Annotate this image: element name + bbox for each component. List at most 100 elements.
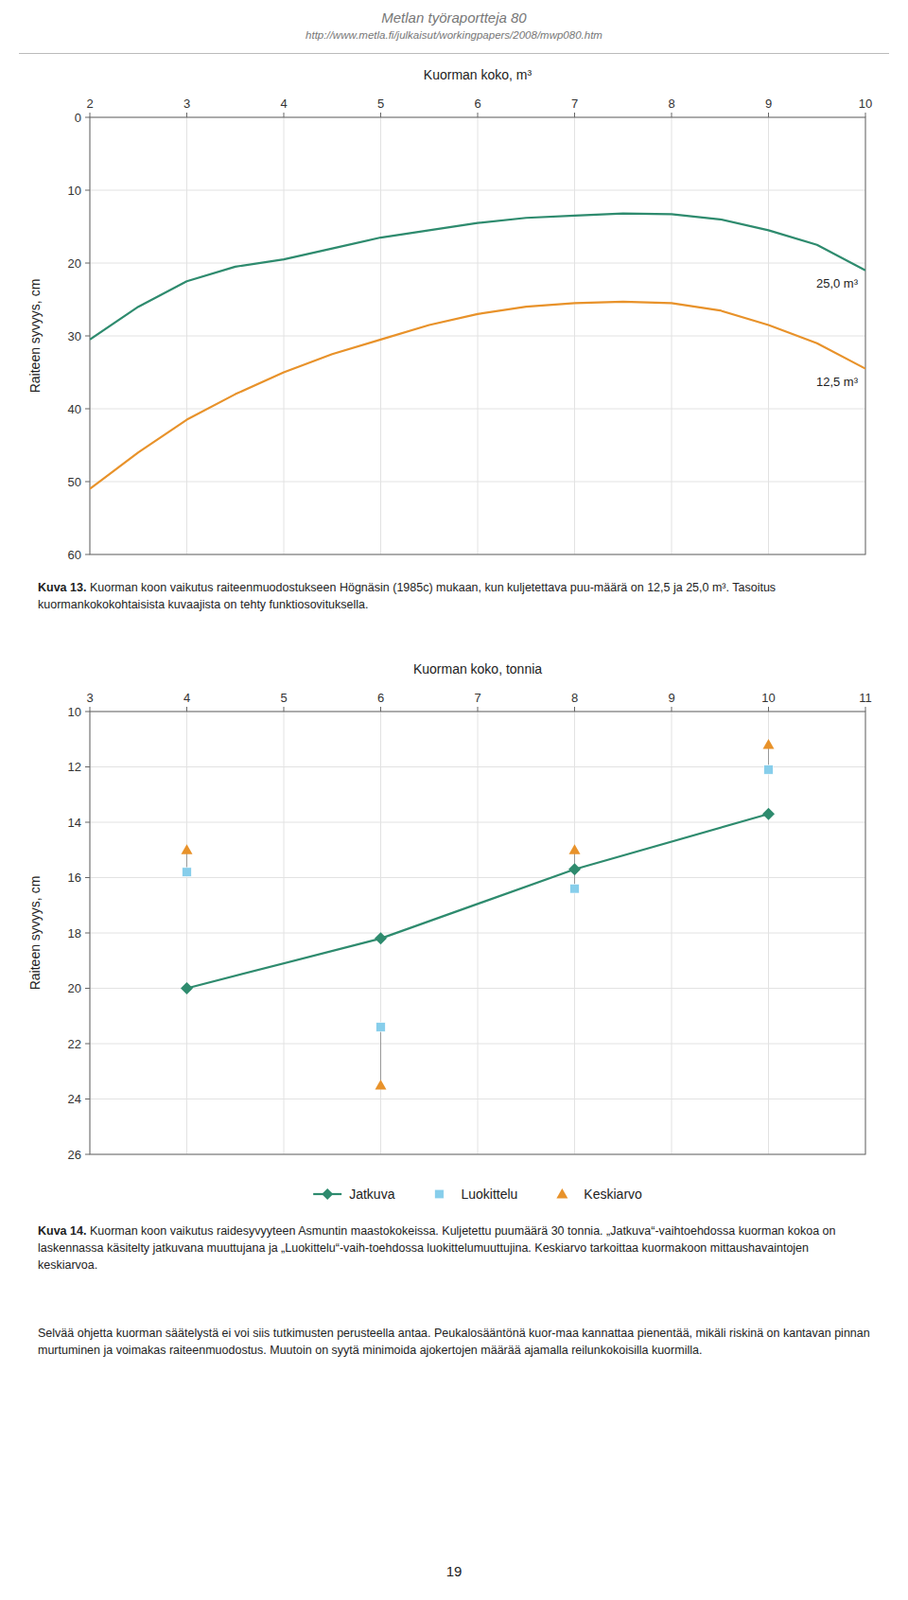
tick — [283, 706, 285, 712]
tick — [85, 1098, 90, 1100]
tick — [85, 987, 90, 989]
point — [762, 807, 775, 821]
tick — [85, 335, 90, 337]
point — [374, 931, 387, 944]
tick — [85, 190, 90, 192]
tick-label: 26 — [68, 1147, 82, 1162]
tick-label: 16 — [68, 870, 82, 885]
tick — [574, 706, 576, 712]
tick-label: 10 — [68, 704, 82, 719]
tick-label: 2 — [86, 96, 93, 111]
point — [375, 1079, 387, 1090]
y-axis-label: Raiteen syvyys, cm — [27, 279, 43, 394]
page-url: http://www.metla.fi/julkaisut/workingpap… — [0, 29, 908, 41]
grid-line — [89, 987, 866, 989]
plot-area — [180, 738, 775, 1089]
tick — [85, 481, 90, 483]
tick-label: 3 — [183, 96, 191, 111]
tick-label: 60 — [68, 547, 82, 562]
tick — [865, 706, 867, 712]
tick-label: 22 — [68, 1036, 82, 1051]
tick — [85, 932, 90, 934]
caption: Kuva 14. Kuorman koon vaikutus raidesyvy… — [37, 1222, 871, 1274]
tick-label: 10 — [761, 690, 775, 705]
tick — [477, 112, 479, 118]
tick-label: 20 — [68, 256, 82, 271]
line-labels: 25,0 m³ 12,5 m³ — [816, 276, 859, 389]
tick — [574, 112, 576, 118]
grid-line — [89, 262, 866, 264]
tick-label: 5 — [377, 96, 385, 111]
tick-label: 4 — [279, 96, 287, 111]
grid-line — [89, 335, 866, 337]
connector — [380, 1026, 382, 1084]
body-text: Selvää ohjetta kuorman säätelystä ei voi… — [37, 1324, 871, 1359]
caption: Kuva 13. Kuorman koon vaikutus raiteenmu… — [37, 578, 871, 613]
plot-frame — [89, 117, 866, 555]
point — [181, 843, 193, 855]
tick-label: 30 — [68, 329, 82, 344]
grid-line — [89, 1098, 866, 1100]
tick-label: 9 — [765, 96, 772, 111]
tick — [85, 117, 90, 119]
plot-area — [89, 213, 866, 489]
tick-label: 8 — [667, 96, 675, 111]
series-line — [89, 213, 866, 340]
tick — [85, 262, 90, 264]
tick-label: 3 — [86, 690, 93, 705]
tick-label: 10 — [858, 96, 873, 111]
tick-label: 4 — [183, 690, 191, 705]
tick-label: 24 — [68, 1091, 82, 1106]
tick — [768, 112, 769, 118]
tick — [865, 112, 867, 118]
tick-label: 6 — [377, 690, 385, 705]
tick — [186, 706, 188, 712]
tick — [89, 706, 91, 712]
point — [180, 981, 193, 995]
tick — [85, 1153, 90, 1155]
grid-line — [89, 481, 866, 483]
line-label: 25,0 m³ — [816, 276, 859, 291]
point — [763, 738, 775, 750]
point — [182, 867, 193, 877]
page-title: Metlan työraportteja 80 — [0, 9, 908, 26]
legend-symbol — [321, 1187, 333, 1200]
chart: 34567891011101214161820222426Kuorman kok… — [0, 652, 908, 1221]
tick-label: 7 — [473, 690, 481, 705]
grid-line — [89, 932, 866, 934]
legend-item: Keskiarvo — [556, 1186, 643, 1202]
legend: Jatkuva Luokittelu Keskiarvo — [313, 1186, 643, 1202]
caption-label: Kuva 13. — [37, 580, 87, 594]
legend-item: Jatkuva — [313, 1186, 395, 1202]
tick — [477, 706, 479, 712]
tick-label: 8 — [571, 690, 578, 705]
tick-label: 20 — [68, 980, 82, 996]
chart: 23456789100102030405060Kuorman koko, m³R… — [0, 58, 908, 570]
tick — [671, 706, 673, 712]
divider — [18, 52, 890, 54]
tick — [671, 112, 673, 118]
line-label: 12,5 m³ — [816, 374, 859, 389]
tick-label: 11 — [858, 690, 873, 705]
caption-label: Kuva 14. — [37, 1223, 87, 1238]
legend-item: Luokittelu — [435, 1186, 519, 1202]
tick-label: 10 — [68, 183, 82, 198]
legend-symbol — [556, 1187, 568, 1199]
tick-label: 7 — [571, 96, 578, 111]
axes: 23456789100102030405060Kuorman koko, m³R… — [27, 67, 873, 562]
grid-line — [89, 821, 866, 823]
point — [764, 765, 774, 775]
legend-label: Jatkuva — [349, 1186, 395, 1202]
tick — [89, 112, 91, 118]
tick — [186, 112, 188, 118]
axes: 34567891011101214161820222426Kuorman kok… — [27, 661, 873, 1162]
tick — [85, 554, 90, 556]
y-axis-label: Raiteen syvyys, cm — [27, 875, 43, 991]
x-axis-label: Kuorman koko, tonnia — [413, 661, 542, 677]
tick — [283, 112, 285, 118]
tick-label: 9 — [667, 690, 675, 705]
tick — [768, 706, 769, 712]
legend-symbol — [435, 1188, 445, 1199]
series-line — [187, 813, 769, 988]
grid — [89, 117, 866, 555]
